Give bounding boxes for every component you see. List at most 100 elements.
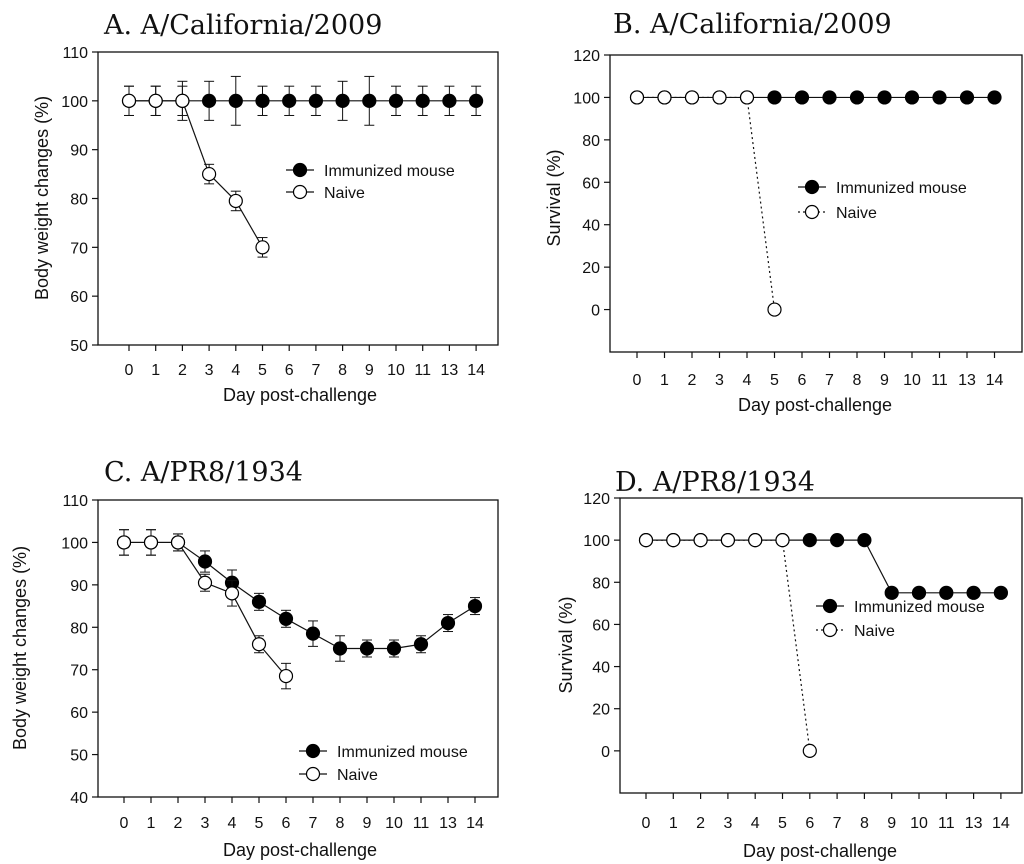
x-tick-label: 13	[958, 372, 976, 389]
plot-frame	[619, 497, 1023, 794]
data-point-immunized	[228, 93, 243, 108]
data-point-immunized	[911, 585, 927, 600]
x-axis-label: Day post-challenge	[743, 841, 897, 861]
legend-label: Immunized mouse	[854, 599, 985, 616]
x-tick-label: 8	[338, 362, 347, 379]
data-point-immunized	[362, 93, 377, 108]
x-tick-label: 7	[311, 362, 320, 379]
series-line-naive	[181, 100, 210, 175]
series-line-naive	[235, 200, 264, 248]
x-tick-label: 2	[688, 372, 697, 389]
data-point-immunized	[202, 93, 217, 108]
series-line-naive	[177, 542, 206, 584]
y-tick-label: 40	[70, 790, 88, 807]
legend: Immunized mouse Naive	[816, 598, 985, 640]
legend-marker	[804, 204, 820, 220]
legend-label: Naive	[836, 205, 877, 222]
data-point-naive	[143, 535, 159, 550]
y-tick-label: 70	[70, 240, 88, 257]
data-point-immunized	[335, 93, 350, 108]
data-point-naive	[666, 533, 681, 548]
legend-marker	[822, 622, 838, 638]
data-point-immunized	[767, 90, 782, 105]
y-tick-label: 80	[70, 192, 88, 209]
x-tick-label: 6	[805, 815, 814, 832]
x-tick-label: 13	[439, 815, 457, 832]
x-tick-label: 14	[992, 815, 1010, 832]
x-tick-label: 3	[205, 362, 214, 379]
x-tick-label: 5	[770, 372, 779, 389]
x-tick-label: 7	[833, 815, 842, 832]
data-point-naive	[775, 533, 790, 548]
x-tick-label: 4	[228, 815, 237, 832]
x-tick-label: 14	[467, 362, 485, 379]
x-tick-label: 10	[387, 362, 405, 379]
data-point-immunized	[932, 90, 947, 105]
data-point-immunized	[802, 533, 817, 548]
data-point-naive	[638, 533, 654, 548]
data-point-immunized	[794, 90, 810, 105]
data-point-immunized	[305, 626, 321, 641]
x-tick-label: 11	[938, 815, 955, 832]
y-tick-label: 60	[592, 617, 610, 634]
x-tick-label: 1	[151, 362, 160, 379]
panel-title: B. A/California/2009	[613, 9, 892, 40]
chart-panel-d: D. A/PR8/1934 0 20 40 60 80 100 120 0 1 2 3 4 5 6 7 8 9 10…	[556, 467, 1023, 861]
x-tick-label: 1	[669, 815, 678, 832]
x-tick-label: 9	[363, 815, 372, 832]
x-tick-label: 10	[910, 815, 928, 832]
y-tick-label: 90	[70, 143, 88, 160]
data-point-naive	[197, 575, 213, 590]
x-tick-label: 9	[887, 815, 896, 832]
data-point-immunized	[255, 93, 270, 108]
data-point-immunized	[413, 637, 429, 652]
y-tick-label: 100	[61, 94, 88, 111]
x-tick-label: 0	[125, 362, 134, 379]
data-point-immunized	[415, 93, 430, 108]
legend-label: Immunized mouse	[836, 180, 967, 197]
data-point-immunized	[197, 554, 213, 569]
data-point-immunized	[904, 90, 920, 105]
y-tick-label: 20	[592, 702, 610, 719]
x-tick-label: 6	[282, 815, 291, 832]
y-tick-label: 120	[583, 491, 610, 508]
x-tick-label: 3	[715, 372, 724, 389]
data-point-immunized	[877, 90, 892, 105]
x-tick-label: 2	[696, 815, 705, 832]
data-point-immunized	[822, 90, 837, 105]
y-tick-label: 120	[573, 48, 600, 65]
data-point-immunized	[388, 93, 404, 108]
data-point-immunized	[359, 641, 375, 656]
chart-panel-a: A. A/California/2009 50 60 70 80 90 100 110 0 1 2 3…	[32, 10, 499, 405]
data-point-naive	[693, 533, 708, 548]
y-tick-label: 60	[70, 705, 88, 722]
data-point-naive	[657, 90, 672, 105]
data-point-naive	[170, 535, 186, 550]
data-point-immunized	[884, 585, 899, 600]
x-tick-label: 4	[743, 372, 752, 389]
data-point-naive	[748, 533, 763, 548]
legend-marker	[292, 184, 308, 200]
x-tick-label: 9	[365, 362, 374, 379]
y-tick-label: 50	[70, 338, 88, 355]
y-tick-label: 80	[592, 575, 610, 592]
x-tick-label: 8	[853, 372, 862, 389]
data-point-naive	[121, 93, 137, 108]
data-point-naive	[684, 90, 700, 105]
legend-marker	[292, 162, 308, 178]
legend: Immunized mouse Naive	[299, 743, 468, 784]
panel-title: A. A/California/2009	[103, 10, 382, 41]
legend-label: Naive	[854, 623, 895, 640]
data-point-naive	[228, 193, 243, 209]
legend-label: Immunized mouse	[337, 744, 468, 761]
data-point-naive	[148, 93, 163, 108]
data-point-immunized	[251, 594, 267, 609]
data-point-immunized	[469, 93, 484, 108]
x-tick-label: 5	[255, 815, 264, 832]
x-tick-label: 10	[385, 815, 403, 832]
data-point-naive	[202, 166, 217, 182]
y-axis-label: Survival (%)	[544, 149, 564, 246]
data-point-naive	[629, 90, 645, 105]
data-point-naive	[712, 90, 727, 105]
